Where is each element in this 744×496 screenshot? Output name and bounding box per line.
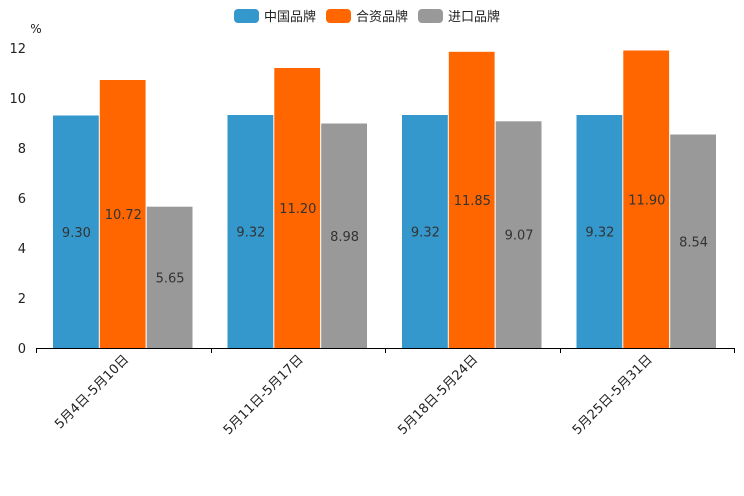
legend-label-2[interactable]: 合资品牌	[356, 9, 408, 25]
bar-2	[99, 80, 146, 348]
y-tick-label: 8	[18, 142, 26, 157]
y-tick-label: 10	[9, 92, 26, 107]
bar-1	[227, 115, 274, 348]
bar-1	[402, 115, 448, 348]
bar-value-label: 5.65	[156, 271, 185, 286]
bar-value-label: 9.32	[585, 226, 614, 241]
bar-3	[495, 121, 542, 349]
legend-swatch-3[interactable]	[418, 9, 443, 23]
bar-value-label: 8.98	[330, 230, 359, 245]
bar-value-label: 11.20	[279, 202, 316, 217]
legend-swatch-2[interactable]	[326, 9, 351, 23]
bar-value-label: 9.32	[236, 226, 265, 241]
y-axis-unit-label: %	[30, 22, 41, 36]
y-tick-label: 2	[18, 292, 26, 307]
bar-1	[576, 115, 623, 348]
bar-value-label: 8.54	[679, 235, 708, 250]
bar-value-label: 9.32	[411, 226, 440, 241]
y-tick-label: 4	[18, 242, 26, 257]
x-category-label: 5月18日-5月24日	[395, 352, 481, 438]
bar-value-label: 10.72	[105, 208, 142, 223]
bar-3	[670, 134, 716, 348]
bar-3	[321, 123, 367, 348]
legend-swatch-1[interactable]	[234, 9, 259, 23]
bar-value-label: 9.30	[62, 226, 91, 241]
x-category-label: 5月25日-5月31日	[570, 352, 656, 438]
legend: 中国品牌 合资品牌 进口品牌	[234, 9, 500, 25]
bar-value-label: 9.07	[505, 229, 534, 244]
bar-2	[448, 51, 495, 349]
bar-3	[146, 206, 193, 348]
bar-1	[53, 115, 99, 348]
y-axis: 0 2 4 6 8 10 12	[9, 42, 26, 357]
bar-value-label: 11.90	[628, 193, 665, 208]
bar-value-label: 11.85	[454, 194, 491, 209]
y-tick-label: 0	[18, 342, 26, 357]
bar-2	[274, 68, 321, 348]
x-axis: 5月4日-5月10日 5月11日-5月17日 5月18日-5月24日 5月25日-5月…	[36, 348, 735, 438]
x-category-label: 5月11日-5月17日	[221, 352, 307, 438]
legend-label-1[interactable]: 中国品牌	[264, 9, 316, 25]
y-tick-label: 6	[18, 192, 26, 207]
bars: 9.30 10.72 5.65 9.32 11.20 8.98 9.32 11.85 9.07 9…	[53, 50, 716, 349]
y-tick-label: 12	[9, 42, 26, 57]
x-category-label: 5月4日-5月10日	[52, 352, 132, 432]
bar-2	[623, 50, 670, 348]
legend-label-3[interactable]: 进口品牌	[448, 9, 500, 25]
